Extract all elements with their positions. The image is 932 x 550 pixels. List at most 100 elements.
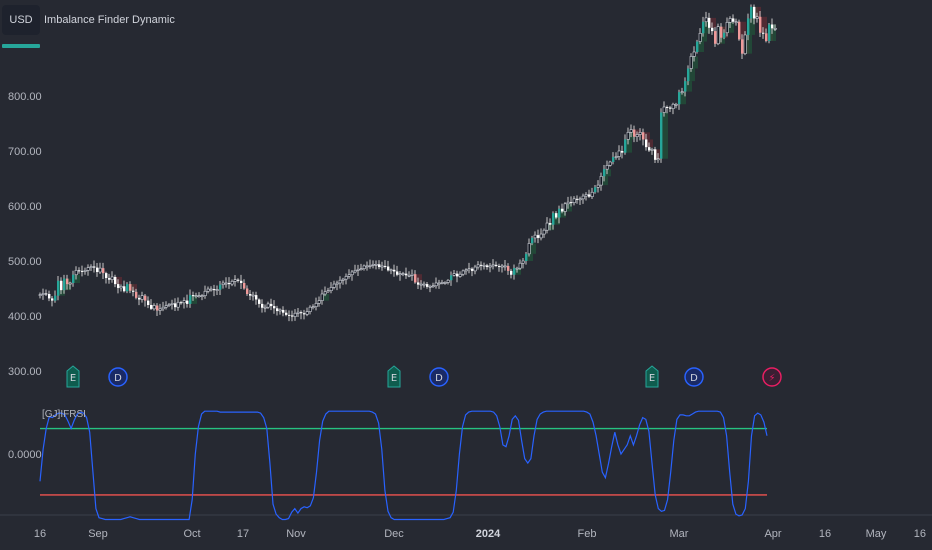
candle-body [648, 147, 651, 151]
candle-body [126, 284, 129, 292]
candle-body [621, 151, 624, 153]
price-tick-label: 500.00 [8, 256, 42, 268]
candle-body [224, 282, 228, 285]
candle-body [300, 312, 303, 314]
candle-body [203, 290, 207, 296]
time-tick-label: 2024 [476, 528, 501, 540]
time-tick-label: Feb [578, 528, 597, 540]
candle-body [119, 285, 123, 289]
time-axis[interactable]: 16 Sep Oct 17 Nov Dec 2024 Feb Mar Apr 16 May 16 [34, 528, 926, 540]
candle-body [170, 303, 174, 305]
candle-body [329, 287, 333, 291]
candle-body [194, 295, 198, 297]
candle-body [537, 235, 540, 238]
candle-body [338, 279, 342, 284]
event-marker-label: ⚡ [768, 373, 775, 384]
candle-body [371, 263, 375, 266]
candle-body [270, 303, 273, 307]
candle-body [486, 265, 489, 268]
earnings-marker: E [387, 365, 401, 388]
candle-body [638, 132, 642, 135]
candle-body [555, 213, 558, 218]
candle-body [566, 201, 570, 205]
candle-body [209, 288, 213, 291]
candle-body [303, 313, 306, 315]
candle-body [147, 300, 150, 305]
candle-body [498, 265, 501, 268]
candle-body [98, 267, 102, 273]
candle-body [41, 293, 45, 295]
candle-body [734, 21, 738, 24]
candle-body [762, 32, 765, 34]
time-tick-label: May [866, 528, 887, 540]
candle-body [341, 278, 345, 281]
currency-button[interactable]: USD [2, 5, 40, 35]
candle-body [419, 283, 423, 286]
candle-body [96, 267, 99, 272]
candle-body [192, 295, 195, 297]
candle-body [164, 305, 168, 308]
imbalance-box [321, 294, 329, 301]
candle-body [86, 267, 90, 271]
candle-body [614, 156, 618, 158]
indicator-title[interactable]: Imbalance Finder Dynamic [44, 14, 175, 26]
time-tick-label: 16 [819, 528, 831, 540]
candle-body [669, 107, 672, 109]
candle-body [68, 282, 72, 285]
imbalance-box [738, 21, 746, 40]
candle-body [473, 266, 477, 272]
candle-body [563, 203, 567, 212]
candle-body [150, 305, 153, 309]
candle-body [656, 158, 660, 161]
candle-body [273, 306, 276, 309]
event-marker-label: E [649, 373, 655, 384]
candle-body [434, 282, 438, 287]
time-tick-label: Sep [88, 528, 108, 540]
candle-body [642, 132, 645, 140]
candle-body [570, 202, 573, 204]
candle-body [414, 274, 417, 283]
oscillator-title[interactable]: [GJ]IFRSI [42, 409, 86, 420]
candle-body [768, 24, 771, 41]
imbalance-box [525, 253, 533, 261]
candle-body [467, 268, 471, 271]
price-axis[interactable]: 800.00 700.00 600.00 500.00 400.00 300.00 [8, 91, 42, 378]
candle-body [405, 273, 408, 276]
candle-body [684, 81, 687, 92]
price-tick-label: 300.00 [8, 366, 42, 378]
candle-body [558, 208, 561, 218]
candle-body [765, 33, 768, 41]
candle-body [500, 265, 504, 268]
candle-body [720, 26, 723, 38]
imbalance-box [678, 92, 686, 105]
candle-body [452, 273, 456, 276]
candle-body [362, 265, 366, 270]
candle-body [215, 289, 219, 291]
candle-body [135, 291, 138, 298]
candle-body [440, 282, 444, 284]
candle-body [590, 191, 594, 197]
candle-body [102, 268, 105, 274]
price-tick-label: 800.00 [8, 91, 42, 103]
imbalance-box [684, 81, 692, 92]
candle-body [180, 302, 183, 304]
candle-body [714, 31, 717, 44]
candle-body [549, 223, 552, 225]
candle-body [515, 267, 519, 270]
candle-body [278, 309, 282, 312]
candle-body [66, 278, 69, 285]
event-marker-label: E [70, 373, 76, 384]
candle-body [654, 149, 657, 160]
candle-body [174, 303, 177, 308]
candle-body [750, 6, 753, 19]
candle-body [335, 282, 339, 285]
candle-body [144, 295, 147, 301]
candle-body [230, 281, 234, 285]
candle-body [359, 268, 363, 271]
candle-body [251, 294, 255, 297]
candle-body [344, 276, 348, 280]
candle-body [200, 295, 204, 297]
dividend-icon [108, 367, 128, 387]
